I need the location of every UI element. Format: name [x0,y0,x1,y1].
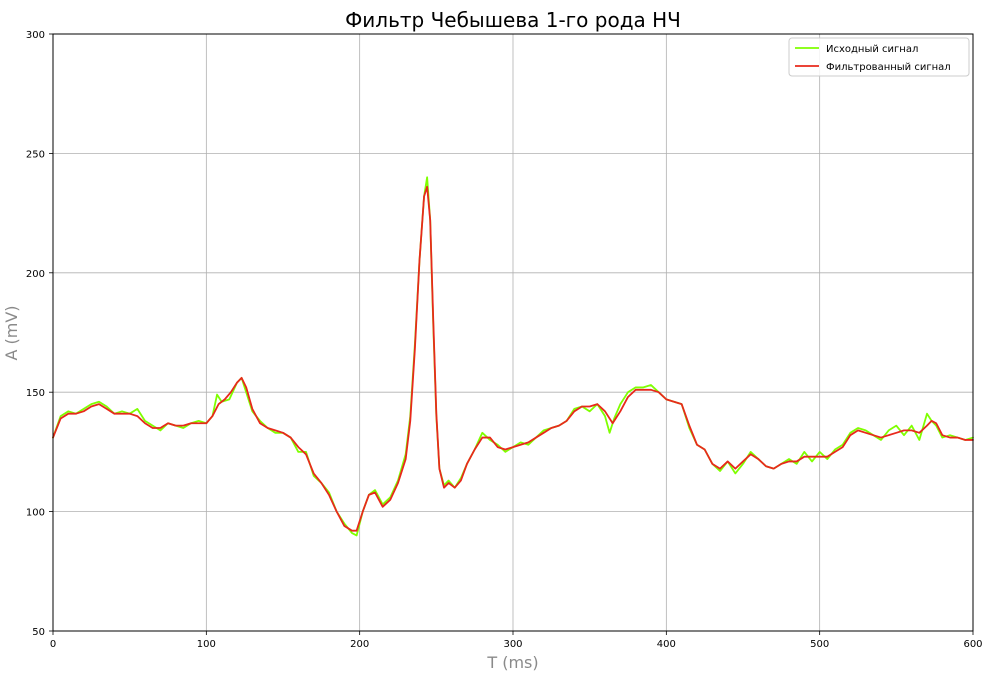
y-axis-label: A (mV) [2,305,21,360]
legend-label-original: Исходный сигнал [826,44,918,55]
series-original-line [52,176,974,537]
legend: Исходный сигнал Фильтрованный сигнал [788,37,970,77]
y-tick-label: 150 [26,388,45,399]
y-tick-label: 200 [26,269,45,280]
grid-lines [52,33,974,632]
y-tick-label: 300 [26,30,45,41]
y-tick-label: 50 [32,627,45,638]
x-axis-label: T (ms) [486,653,538,672]
y-tick-label: 250 [26,149,45,160]
y-tick-label: 100 [26,508,45,519]
x-tick-label: 500 [810,639,829,650]
x-tick-label: 100 [197,639,216,650]
x-tick-label: 400 [657,639,676,650]
legend-label-filtered: Фильтрованный сигнал [826,62,951,73]
axis-ticks: 0 100 200 300 400 500 600 50 100 150 200 250 300 [26,30,983,650]
x-tick-label: 300 [503,639,522,650]
x-tick-label: 600 [963,639,982,650]
chart-title: Фильтр Чебышева 1-го рода НЧ [345,8,681,32]
x-tick-label: 200 [350,639,369,650]
chart-title-text: Фильтр Чебышева 1-го рода НЧ [345,8,681,32]
plot-series [52,176,974,537]
plot-frame [52,33,974,632]
series-filtered-line [52,185,974,532]
x-tick-label: 0 [50,639,56,650]
legend-box [788,37,970,77]
